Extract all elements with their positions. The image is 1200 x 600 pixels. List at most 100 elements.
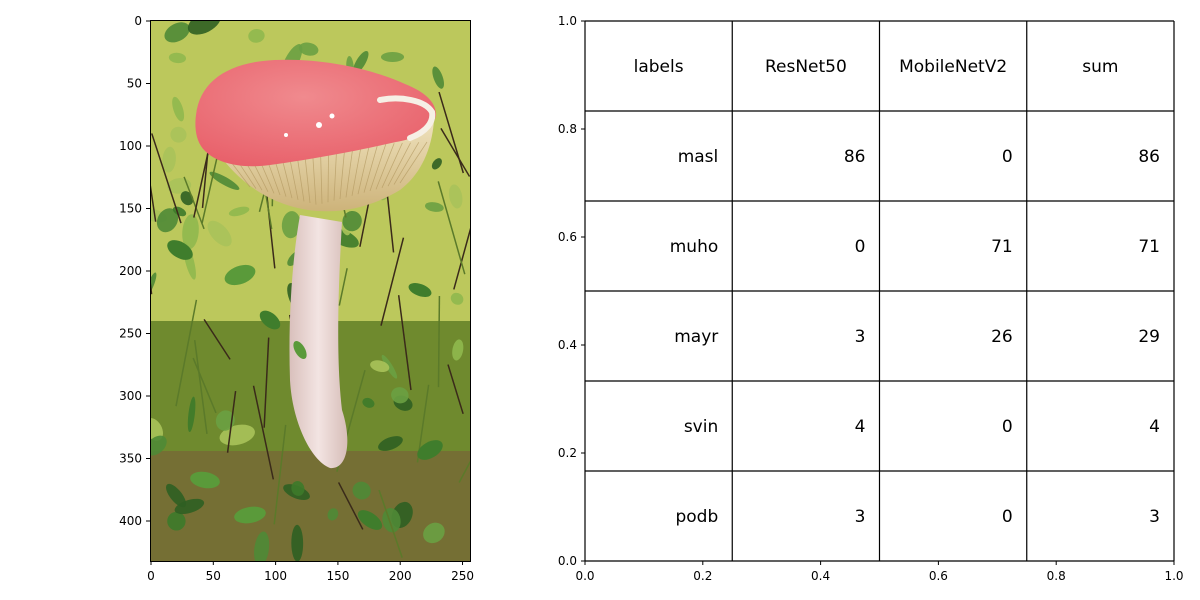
grass-stalk	[203, 318, 231, 360]
table-cell: 3	[855, 507, 866, 527]
leaf	[248, 28, 265, 43]
grass-stalk	[378, 489, 403, 558]
leaf	[342, 210, 362, 232]
gill-line	[369, 143, 387, 192]
mushroom-photo	[151, 21, 470, 561]
leaf	[207, 220, 232, 247]
leaf	[370, 360, 390, 373]
photo-y-tick-label: 50	[127, 77, 142, 91]
leaf	[448, 184, 463, 209]
grass-stalk	[201, 151, 209, 209]
table-header-cell: labels	[634, 57, 684, 77]
mushroom-stem	[289, 215, 348, 469]
grass-stalk	[447, 364, 464, 415]
photo-y-tick-label: 350	[119, 452, 142, 466]
grass-stalk	[192, 357, 217, 414]
table-cell: 4	[855, 417, 866, 437]
grass-stalk	[183, 176, 205, 230]
leaf	[327, 508, 339, 521]
grass-stalk	[437, 181, 466, 275]
gill-line	[363, 143, 379, 193]
table-cell: muho	[670, 237, 719, 257]
leaf	[168, 52, 187, 64]
table-axes: labels ResNet50 MobileNetV2 sum masl 86 0 86 muh…	[558, 14, 1184, 583]
leaf	[167, 178, 192, 194]
photo-y-tick-label: 300	[119, 389, 142, 403]
leaf	[381, 354, 398, 379]
leaf	[431, 158, 442, 170]
cap-speck	[329, 113, 335, 119]
photo-x-tick-label: 150	[326, 569, 349, 583]
table-y-axis: 0.0 0.2 0.4 0.6 0.8 1.0	[558, 14, 585, 568]
photo-axes-frame	[150, 20, 471, 562]
leaf	[215, 410, 235, 431]
grass-stalk	[151, 282, 153, 295]
table-x-tick-label: 0.0	[575, 569, 594, 583]
grass-stalk	[338, 268, 348, 306]
table-x-tick-label: 0.8	[1047, 569, 1066, 583]
table-y-tick-label: 0.8	[558, 122, 577, 136]
grass-stalk	[226, 390, 237, 453]
leaf	[187, 21, 221, 35]
grass-stalk	[453, 227, 470, 290]
foreground-leaf	[417, 440, 443, 460]
table-header-cell: ResNet50	[765, 57, 847, 77]
table-cell: 26	[991, 327, 1013, 347]
table-y-tick-label: 0.2	[558, 446, 577, 460]
photo-foreground-leaves	[167, 240, 443, 530]
photo-axes: 0 50 100 150 200 250 0 50 100 150 200 250 300 350 400	[119, 14, 474, 583]
grass-stalk	[263, 337, 270, 428]
table-cell: mayr	[674, 327, 718, 347]
table-cell: 71	[1138, 237, 1160, 257]
mushroom-cap-rim	[377, 95, 436, 141]
table-cell: 71	[991, 237, 1013, 257]
leaf	[156, 208, 179, 233]
photo-y-tick-label: 400	[119, 514, 142, 528]
grass-stalk	[193, 340, 208, 434]
leaf	[452, 339, 464, 361]
table-x-tick-label: 0.2	[693, 569, 712, 583]
table-y-tick-label: 1.0	[558, 14, 577, 28]
leaf	[352, 481, 371, 500]
leaf	[281, 211, 301, 239]
table-header-cell: MobileNetV2	[899, 57, 1007, 77]
leaf	[151, 417, 164, 441]
photo-x-tick-label: 50	[206, 569, 221, 583]
table-x-tick-label: 0.6	[929, 569, 948, 583]
photo-x-tick-label: 0	[147, 569, 155, 583]
gill-line	[381, 142, 403, 188]
table-y-tick-label: 0.6	[558, 230, 577, 244]
gill-line	[333, 145, 338, 201]
leaf	[167, 511, 186, 531]
photo-x-axis: 0 50 100 150 200 250	[147, 561, 474, 583]
foreground-leaf	[259, 310, 281, 330]
table-cell: 4	[1149, 417, 1160, 437]
table-cell: 0	[855, 237, 866, 257]
leaf	[291, 481, 305, 496]
photo-y-tick-label: 100	[119, 139, 142, 153]
gill-line	[357, 144, 370, 195]
leaf	[380, 52, 405, 62]
leaf	[170, 126, 187, 143]
leaf	[378, 436, 403, 451]
table-cell: 3	[1149, 507, 1160, 527]
leaf	[164, 22, 190, 43]
grass-stalk	[337, 482, 364, 530]
photo-y-axis: 0 50 100 150 200 250 300 350 400	[119, 14, 150, 528]
table-cells: labels ResNet50 MobileNetV2 sum masl 86 0 86 muh…	[634, 57, 1160, 527]
foreground-leaf	[408, 283, 432, 297]
cap-speck	[316, 122, 322, 128]
table-cell: 0	[1002, 417, 1013, 437]
leaf	[187, 396, 196, 433]
foreground-leaf	[357, 510, 383, 530]
soil-ground	[151, 451, 470, 561]
mushroom-cap	[195, 59, 436, 167]
leaf	[182, 214, 199, 250]
leaf	[151, 435, 167, 456]
grass-stalk	[458, 460, 470, 483]
grass-stalk	[438, 91, 465, 174]
grass-stalk	[397, 295, 412, 391]
grass-stalk	[273, 424, 287, 525]
gill-line	[387, 142, 411, 187]
leaf	[291, 524, 304, 561]
